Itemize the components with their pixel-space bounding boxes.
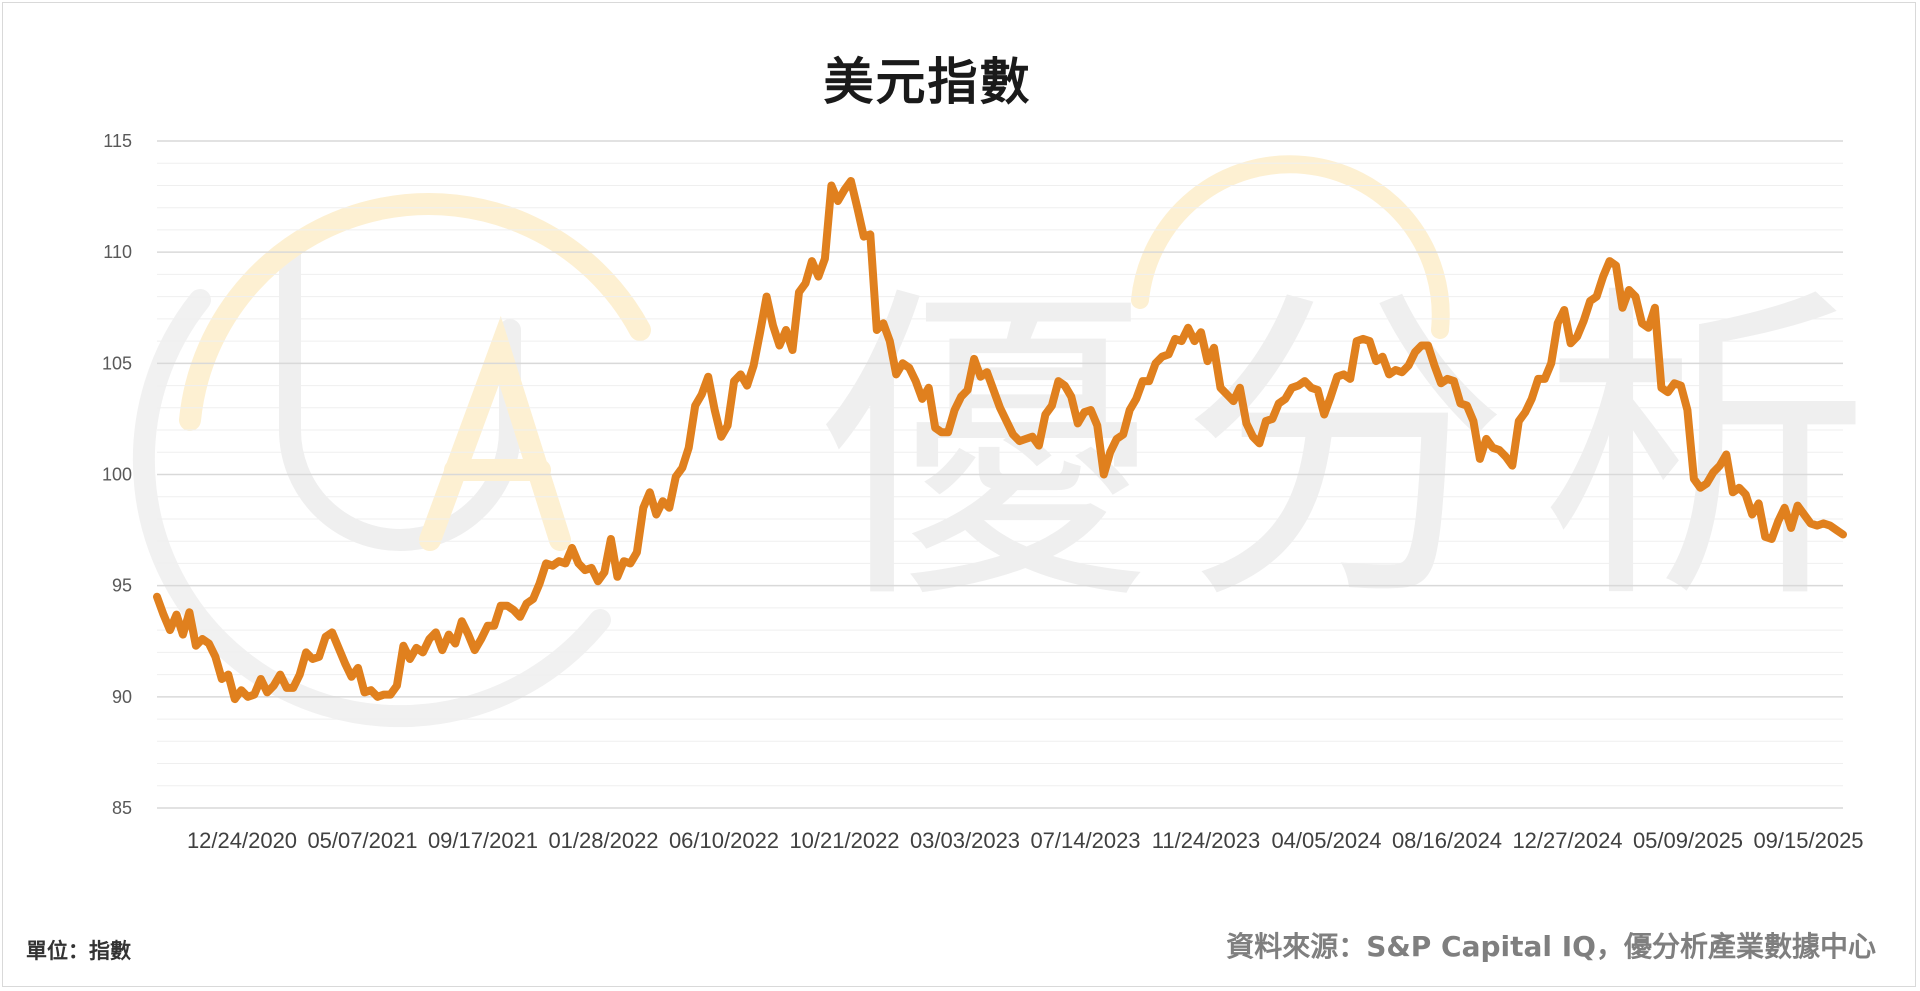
minor-grid bbox=[157, 162, 1843, 787]
x-tick-label: 05/09/2025 bbox=[1633, 828, 1743, 853]
x-tick-label: 10/21/2022 bbox=[789, 828, 899, 853]
x-tick-label: 01/28/2022 bbox=[548, 828, 658, 853]
source-label: 資料來源：S&P Capital IQ，優分析產業數據中心 bbox=[1226, 930, 1876, 963]
y-tick-label: 95 bbox=[112, 576, 132, 596]
x-tick-label: 09/15/2025 bbox=[1753, 828, 1863, 853]
y-tick-label: 85 bbox=[112, 798, 132, 818]
x-tick-label: 05/07/2021 bbox=[307, 828, 417, 853]
x-tick-label: 11/24/2023 bbox=[1152, 828, 1260, 853]
series-line-dxy bbox=[153, 177, 1847, 704]
unit-label: 單位：指數 bbox=[26, 939, 131, 963]
y-tick-label: 105 bbox=[102, 353, 132, 373]
y-tick-label: 90 bbox=[112, 687, 132, 707]
x-tick-label: 12/24/2020 bbox=[187, 828, 297, 853]
x-tick-label: 09/17/2021 bbox=[428, 828, 538, 853]
x-tick-label: 07/14/2023 bbox=[1030, 828, 1140, 853]
y-tick-label: 115 bbox=[103, 131, 132, 151]
y-axis-ticks: 85 90 95 100 105 110 115 bbox=[102, 131, 132, 818]
x-tick-label: 04/05/2024 bbox=[1271, 828, 1381, 853]
y-tick-label: 110 bbox=[103, 242, 132, 262]
x-tick-label: 12/27/2024 bbox=[1512, 828, 1622, 853]
y-tick-label: 100 bbox=[102, 465, 132, 485]
x-tick-label: 06/10/2022 bbox=[669, 828, 779, 853]
x-tick-label: 03/03/2023 bbox=[910, 828, 1020, 853]
x-tick-label: 08/16/2024 bbox=[1392, 828, 1502, 853]
x-axis-ticks: 12/24/2020 05/07/2021 09/17/2021 01/28/2022… bbox=[187, 828, 1864, 853]
chart-title: 美元指數 bbox=[823, 53, 1032, 111]
major-grid bbox=[157, 140, 1843, 809]
